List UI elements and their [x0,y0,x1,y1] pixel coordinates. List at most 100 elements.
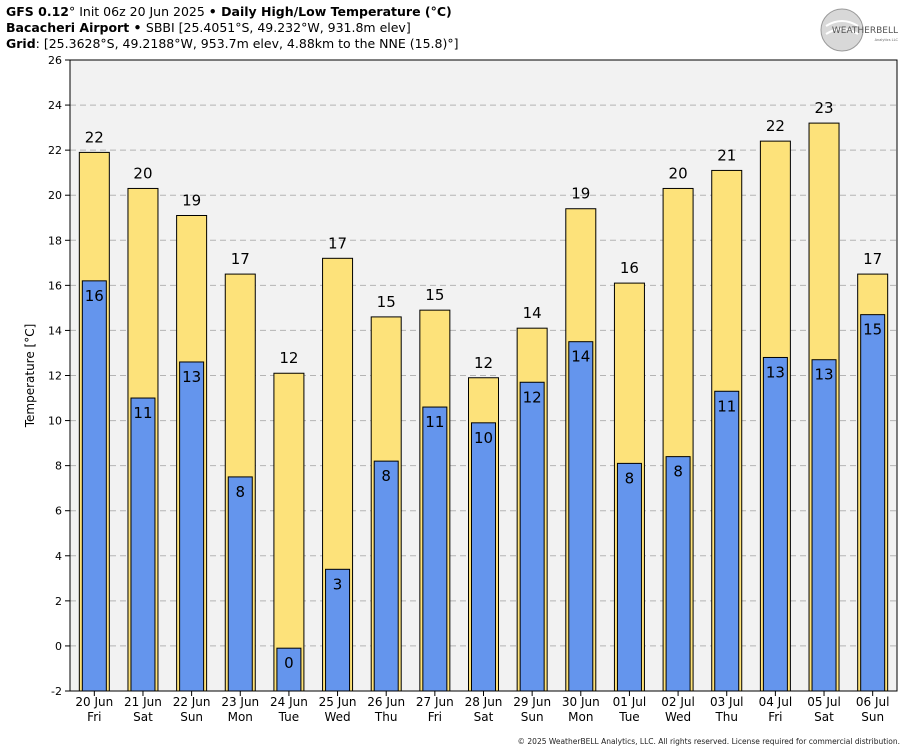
bar-low [665,456,691,692]
y-tick-label: 10 [48,415,62,428]
bar-low [373,460,399,692]
low-value-label: 11 [133,404,152,422]
y-axis-label: Temperature [°C] [23,324,37,429]
x-tick-date: 06 Jul [856,695,890,709]
x-tick-weekday: Wed [665,710,691,724]
logo-subtext: Analytics LLC [875,38,899,42]
x-tick-weekday: Sat [814,710,834,724]
y-tick-label: 18 [48,234,62,247]
low-value-label: 13 [766,363,785,381]
bar-low [276,647,302,692]
high-value-label: 22 [85,128,104,146]
bars [78,122,889,692]
bar-low [860,314,886,692]
y-tick-label: 0 [55,640,62,653]
bar-low [422,406,448,692]
x-tick-date: 04 Jul [759,695,793,709]
x-tick-weekday: Tue [618,710,640,724]
high-value-label: 15 [377,293,396,311]
x-tick-date: 05 Jul [807,695,841,709]
y-tick-label: 8 [55,460,62,473]
high-value-label: 20 [669,164,688,182]
x-tick-date: 29 Jun [513,695,551,709]
y-tick-label: 14 [48,324,62,337]
low-value-label: 14 [571,348,590,366]
x-tick-weekday: Fri [87,710,101,724]
header-line-station: Bacacheri Airport • SBBI [25.4051°S, 49.… [6,20,411,35]
low-value-label: 8 [625,469,635,487]
high-value-label: 21 [717,146,736,164]
bar-low [714,390,740,692]
y-tick-label: -2 [51,685,62,698]
x-tick-weekday: Fri [428,710,442,724]
low-value-label: 3 [333,575,343,593]
data-labels: 22 16 20 11 19 13 17 8 12 0 17 3 15 8 15 11 12 10 14 12 19 14… [85,99,882,672]
station-info: SBBI [25.4051°S, 49.232°W, 931.8m elev] [145,20,411,35]
init-time: Init 06z 20 Jun 2025 [75,4,209,19]
x-tick-date: 22 Jun [173,695,211,709]
bar-low [471,422,496,692]
bar-low [811,359,837,692]
low-value-label: 8 [235,483,245,501]
model-name: GFS 0.12 [6,4,69,19]
y-tick-label: 12 [48,370,62,383]
x-tick-date: 24 Jun [270,695,308,709]
y-tick-label: 26 [48,54,62,67]
logo-text: WEATHERBELL [832,26,898,36]
low-value-label: 10 [474,429,493,447]
bar-low [325,568,351,692]
high-value-label: 15 [425,286,444,304]
high-value-label: 17 [863,250,882,268]
high-value-label: 19 [182,191,201,209]
high-value-label: 22 [766,117,785,135]
low-value-label: 8 [381,467,391,485]
x-tick-date: 25 Jun [319,695,357,709]
x-tick-weekday: Sat [474,710,494,724]
low-value-label: 16 [85,287,104,305]
x-tick-weekday: Sat [133,710,153,724]
x-tick-weekday: Mon [568,710,593,724]
x-tick-weekday: Fri [768,710,782,724]
y-tick-label: 20 [48,189,62,202]
x-tick-date: 23 Jun [221,695,259,709]
high-value-label: 12 [279,349,298,367]
x-tick-date: 30 Jun [562,695,600,709]
weatherbell-logo: WEATHERBELL Analytics LLC [820,8,899,52]
x-tick-weekday: Sun [521,710,544,724]
bar-low [616,462,642,692]
product-title: Daily High/Low Temperature (°C) [216,4,452,19]
x-tick-weekday: Sun [861,710,884,724]
high-value-label: 17 [231,250,250,268]
bar-low [762,356,788,692]
high-value-label: 12 [474,354,493,372]
y-tick-label: 4 [55,550,62,563]
low-value-label: 11 [717,397,736,415]
station-bullet: • [129,20,146,35]
low-value-label: 13 [182,368,201,386]
y-tick-label: 2 [55,595,62,608]
high-value-label: 20 [133,164,152,182]
y-tick-label: 16 [48,279,62,292]
bar-low [568,341,594,692]
copyright-notice: © 2025 WeatherBELL Analytics, LLC. All r… [517,737,900,746]
y-tick-label: 6 [55,505,62,518]
header-bullet: • [208,4,217,19]
low-value-label: 0 [284,654,294,672]
header-line-model: GFS 0.12° Init 06z 20 Jun 2025 • Daily H… [6,4,452,19]
x-tick-weekday: Wed [324,710,350,724]
low-value-label: 11 [425,413,444,431]
bar-low [519,381,545,692]
y-tick-label: 24 [48,99,62,112]
x-tick-date: 20 Jun [75,695,113,709]
y-tick-label: 22 [48,144,62,157]
x-tick-weekday: Thu [374,710,398,724]
bar-low [130,397,156,692]
grid-info: : [25.3628°S, 49.2188°W, 953.7m elev, 4.… [35,36,459,51]
high-value-label: 17 [328,234,347,252]
x-tick-date: 27 Jun [416,695,454,709]
low-value-label: 8 [673,463,683,481]
x-tick-weekday: Sun [180,710,203,724]
